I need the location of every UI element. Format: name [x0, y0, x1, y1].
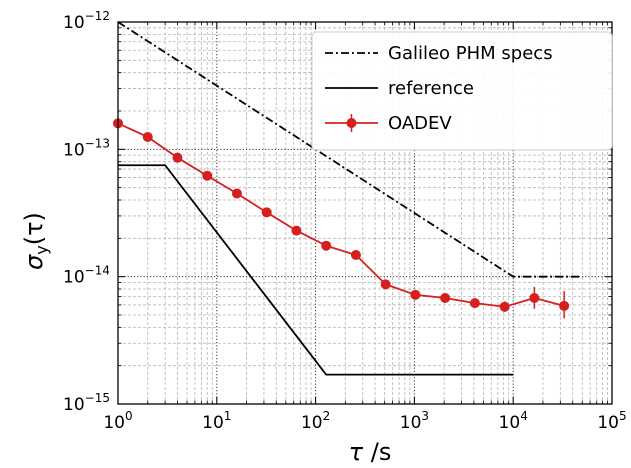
y-axis-label: σy(τ) — [20, 212, 51, 270]
oadev-data-point — [350, 249, 361, 260]
legend-label-galileo: Galileo PHM specs — [388, 43, 553, 64]
oadev-data-point — [410, 289, 421, 300]
tick-labels: 100 101 102 103 104 105 10−15 10−14 10−13 10−12 — [63, 9, 627, 433]
oadev-data-point — [321, 240, 332, 251]
x-tick-label: 105 — [597, 409, 626, 433]
ticks-layer — [117, 21, 613, 405]
series-line-oadev — [117, 122, 565, 308]
y-tick-label: 10−13 — [63, 136, 110, 160]
x-tick-label: 101 — [202, 409, 231, 433]
series-line-reference — [118, 164, 514, 376]
y-tick-label: 10−14 — [63, 264, 110, 288]
oadev-data-point — [380, 279, 391, 290]
plot-frame — [117, 21, 613, 405]
oadev-data-point — [142, 131, 153, 142]
y-tick-label: 10−15 — [63, 391, 110, 415]
legend: Galileo PHM specs reference OADEV — [311, 31, 613, 151]
legend-label-reference: reference — [388, 78, 474, 99]
x-tick-label: 102 — [301, 409, 330, 433]
oadev-data-point — [469, 298, 480, 309]
y-tick-label: 10−12 — [63, 9, 110, 33]
oadev-data-point — [499, 301, 510, 312]
x-tick-label: 103 — [400, 409, 429, 433]
oadev-data-point — [261, 207, 272, 218]
series-layer — [113, 21, 583, 376]
oadev-data-point — [231, 188, 242, 199]
x-axis-label: τ /s — [349, 438, 392, 466]
grid-minor — [118, 22, 612, 404]
oadev-data-point — [202, 170, 213, 181]
x-tick-label: 104 — [499, 409, 528, 433]
oadev-data-point — [529, 292, 540, 303]
oadev-data-point — [440, 292, 451, 303]
legend-swatch-oadev-marker — [346, 118, 357, 128]
oadev-data-point — [172, 152, 183, 163]
oadev-data-point — [291, 225, 302, 236]
oadev-data-point — [559, 300, 570, 311]
series-line-galileo-phm-specs — [117, 21, 583, 278]
legend-box — [311, 31, 613, 151]
legend-label-oadev: OADEV — [388, 113, 452, 134]
x-tick-label: 100 — [103, 409, 132, 433]
